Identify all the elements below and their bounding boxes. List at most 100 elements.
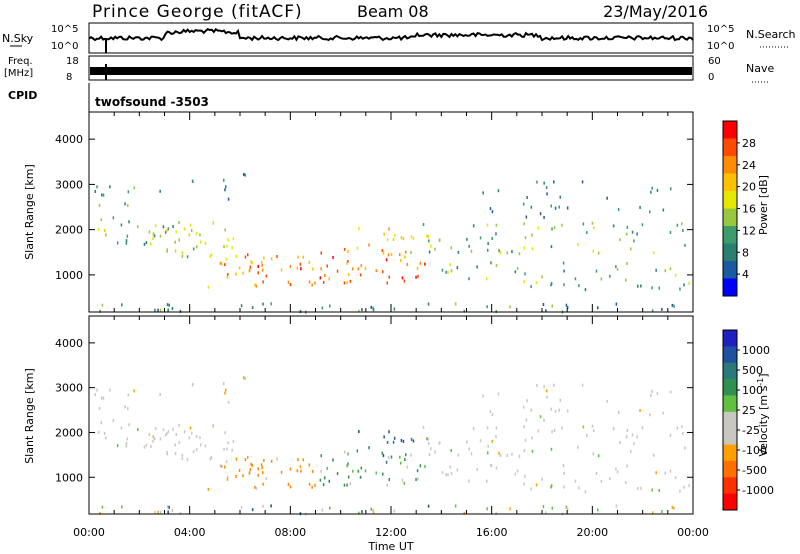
power-cell <box>491 237 493 240</box>
velocity-cell <box>347 462 349 466</box>
velocity-cell <box>479 439 482 443</box>
power-cell <box>609 274 611 278</box>
power-cell <box>566 206 569 210</box>
velocity-cell <box>625 435 628 439</box>
velocity-cell <box>463 511 466 515</box>
colorbar-swatch <box>723 243 737 262</box>
power-cell <box>543 181 545 185</box>
power-cell <box>393 234 396 237</box>
velocity-cell <box>261 471 264 475</box>
power-cell <box>497 189 500 193</box>
colorbar-swatch <box>723 138 737 157</box>
power-cell <box>287 280 290 284</box>
power-cell <box>639 206 641 209</box>
power-cell <box>319 276 322 280</box>
power-cell <box>653 251 655 255</box>
velocity-cell <box>270 459 273 463</box>
power-cell <box>615 302 618 306</box>
power-cell <box>637 284 639 288</box>
velocity-cell <box>297 458 299 462</box>
velocity-cell <box>314 483 316 487</box>
power-cell <box>270 302 272 306</box>
velocity-cell <box>152 439 154 443</box>
power-cell <box>250 260 252 264</box>
power-cell <box>210 253 213 257</box>
nave-label: Nave <box>746 62 774 75</box>
velocity-cell <box>280 470 283 474</box>
power-cell <box>392 238 395 241</box>
velocity-cell <box>651 511 654 515</box>
power-cell <box>655 268 657 272</box>
velocity-cell <box>491 439 493 443</box>
power-cell <box>468 244 470 248</box>
power-cell <box>314 281 316 285</box>
power-cell <box>651 286 653 290</box>
velocity-cell <box>655 471 657 475</box>
power-cell <box>631 230 634 234</box>
velocity-cell <box>227 475 229 479</box>
power-cell <box>148 230 151 234</box>
velocity-cell <box>651 488 653 492</box>
power-cell <box>143 242 146 246</box>
velocity-cell <box>385 460 388 464</box>
velocity-cell <box>523 449 526 453</box>
power-panel: 1000 2000 3000 4000 Slant Range [km] 28 24 20… <box>23 111 770 314</box>
velocity-cell <box>94 393 97 397</box>
colorbar-tick-label: 1000 <box>742 344 770 357</box>
date-title: 23/May/2016 <box>603 2 708 21</box>
power-cell <box>593 226 595 230</box>
velocity-cell <box>487 444 489 448</box>
velocity-cell <box>428 453 431 457</box>
velocity-cell <box>676 426 679 430</box>
power-cell <box>456 266 459 270</box>
velocity-cell <box>105 436 107 440</box>
power-cell <box>257 264 260 268</box>
velocity-cell <box>406 465 409 469</box>
power-cell <box>368 243 370 247</box>
velocity-cell <box>255 486 258 490</box>
power-cell <box>133 186 135 190</box>
power-cell <box>518 252 521 256</box>
velocity-cell <box>554 409 557 413</box>
velocity-colorbar: 1000 500 100 25 -25 -100 -500 -1000 <box>722 329 774 511</box>
power-cell <box>530 205 533 209</box>
power-cell <box>597 251 600 255</box>
velocity-cell <box>410 453 412 457</box>
velocity-cell <box>486 507 488 511</box>
power-cell <box>227 197 230 201</box>
power-cell <box>322 280 325 284</box>
velocity-cell <box>382 472 384 476</box>
power-cell <box>424 262 426 266</box>
velocity-cell <box>445 473 447 477</box>
power-cell <box>167 308 169 312</box>
velocity-cell <box>143 445 146 449</box>
power-cell <box>321 306 324 310</box>
velocity-cell <box>262 504 264 508</box>
power-cell <box>382 270 384 274</box>
velocity-cell <box>438 441 441 445</box>
velocity-cell <box>243 376 245 380</box>
velocity-cell <box>188 436 191 440</box>
power-cell <box>633 239 635 243</box>
power-cell <box>650 190 652 194</box>
velocity-cell <box>260 463 263 467</box>
velocity-cell <box>224 465 226 469</box>
velocity-cell <box>346 483 348 487</box>
velocity-cell <box>332 458 334 462</box>
velocity-cell <box>606 399 608 403</box>
velocity-cell <box>164 433 167 437</box>
power-cell <box>472 224 475 228</box>
velocity-cell <box>514 472 517 476</box>
power-data <box>94 172 690 314</box>
velocity-cell <box>541 477 543 481</box>
time-axis: 00:00 04:00 08:00 12:00 16:00 20:00 00:00 <box>73 526 709 539</box>
velocity-cell <box>159 510 162 514</box>
freq-band <box>90 67 692 75</box>
power-cell <box>523 246 526 250</box>
power-cell <box>174 249 177 253</box>
power-cell <box>358 227 360 231</box>
velocity-cell <box>270 504 272 508</box>
y-tick-label: 1000 <box>55 269 83 282</box>
velocity-cell <box>356 449 359 453</box>
velocity-cell <box>238 469 241 472</box>
